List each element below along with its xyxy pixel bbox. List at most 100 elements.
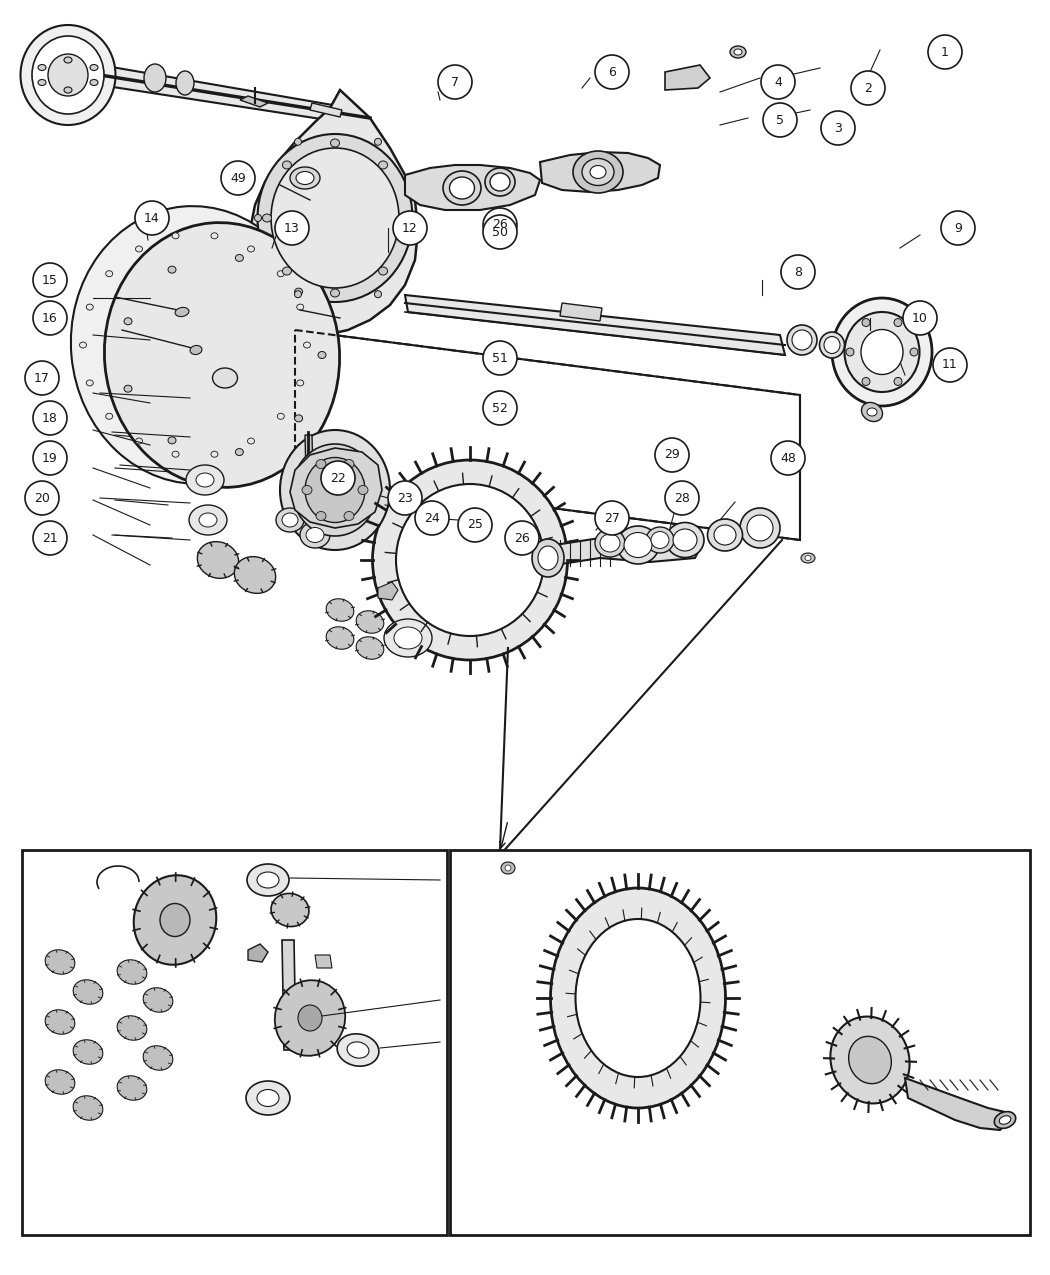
Text: 9: 9: [954, 222, 962, 235]
Circle shape: [33, 521, 67, 555]
Ellipse shape: [318, 352, 326, 358]
Polygon shape: [315, 955, 332, 968]
Text: 6: 6: [608, 65, 616, 79]
Ellipse shape: [344, 511, 354, 520]
Ellipse shape: [175, 307, 189, 316]
Circle shape: [595, 501, 629, 536]
Ellipse shape: [730, 46, 746, 57]
Ellipse shape: [71, 207, 319, 484]
Ellipse shape: [600, 534, 620, 552]
Ellipse shape: [848, 1037, 891, 1084]
Ellipse shape: [186, 465, 224, 495]
Text: 17: 17: [34, 371, 50, 385]
Ellipse shape: [862, 377, 870, 385]
Text: 48: 48: [780, 451, 796, 464]
Ellipse shape: [282, 266, 292, 275]
Ellipse shape: [118, 1076, 147, 1100]
Ellipse shape: [867, 408, 877, 416]
Polygon shape: [905, 1077, 1008, 1130]
Ellipse shape: [894, 377, 902, 385]
Ellipse shape: [375, 291, 381, 297]
Ellipse shape: [144, 64, 166, 92]
Circle shape: [483, 215, 517, 249]
Ellipse shape: [118, 1016, 147, 1040]
Text: 24: 24: [424, 511, 440, 524]
Circle shape: [665, 481, 699, 515]
Ellipse shape: [211, 233, 218, 238]
Polygon shape: [100, 65, 360, 125]
Ellipse shape: [590, 166, 606, 178]
Ellipse shape: [74, 979, 103, 1005]
Ellipse shape: [276, 507, 304, 532]
Ellipse shape: [306, 528, 324, 542]
Ellipse shape: [327, 627, 354, 649]
Polygon shape: [240, 96, 268, 107]
Text: 25: 25: [467, 519, 483, 532]
Text: 7: 7: [452, 75, 459, 88]
Polygon shape: [290, 448, 382, 528]
Ellipse shape: [532, 539, 564, 578]
Ellipse shape: [384, 618, 432, 657]
Ellipse shape: [254, 214, 261, 222]
Circle shape: [33, 441, 67, 476]
Circle shape: [483, 208, 517, 242]
Ellipse shape: [714, 525, 736, 544]
Ellipse shape: [190, 346, 202, 354]
Polygon shape: [248, 91, 418, 335]
Polygon shape: [536, 536, 700, 567]
Ellipse shape: [819, 332, 844, 358]
Circle shape: [25, 361, 59, 395]
Circle shape: [135, 201, 169, 235]
Ellipse shape: [792, 330, 812, 351]
Text: 26: 26: [514, 532, 530, 544]
Ellipse shape: [344, 459, 354, 468]
Text: 14: 14: [144, 212, 160, 224]
Circle shape: [850, 71, 885, 105]
Ellipse shape: [396, 484, 544, 636]
Circle shape: [763, 103, 797, 136]
Circle shape: [483, 340, 517, 375]
Circle shape: [781, 255, 815, 289]
Ellipse shape: [257, 1090, 279, 1107]
Ellipse shape: [316, 511, 326, 520]
Ellipse shape: [824, 337, 840, 353]
Ellipse shape: [74, 1095, 103, 1121]
Ellipse shape: [277, 270, 285, 277]
Ellipse shape: [45, 1070, 75, 1094]
Polygon shape: [304, 435, 313, 476]
Ellipse shape: [831, 1016, 909, 1103]
Polygon shape: [405, 295, 785, 354]
Ellipse shape: [271, 894, 309, 927]
Ellipse shape: [651, 532, 669, 548]
Text: 1: 1: [941, 46, 949, 59]
Ellipse shape: [295, 288, 302, 295]
Text: 20: 20: [34, 491, 50, 505]
Ellipse shape: [316, 459, 326, 468]
Text: 11: 11: [942, 358, 958, 371]
Text: 12: 12: [402, 222, 418, 235]
Ellipse shape: [861, 403, 883, 422]
Ellipse shape: [300, 521, 330, 548]
Ellipse shape: [846, 348, 854, 356]
Ellipse shape: [106, 270, 112, 277]
Ellipse shape: [172, 233, 180, 238]
Ellipse shape: [708, 519, 742, 551]
Ellipse shape: [297, 303, 303, 310]
Ellipse shape: [415, 214, 421, 222]
Ellipse shape: [262, 214, 272, 222]
Ellipse shape: [595, 529, 625, 557]
Text: 19: 19: [42, 451, 58, 464]
Circle shape: [275, 210, 309, 245]
Polygon shape: [560, 303, 602, 321]
Text: 26: 26: [492, 218, 508, 232]
Text: 15: 15: [42, 274, 58, 287]
Circle shape: [33, 263, 67, 297]
Circle shape: [33, 402, 67, 435]
Ellipse shape: [168, 266, 176, 273]
Ellipse shape: [294, 138, 301, 145]
Ellipse shape: [248, 439, 254, 444]
Ellipse shape: [257, 134, 413, 302]
Polygon shape: [282, 940, 296, 1051]
Polygon shape: [540, 152, 660, 193]
Text: 29: 29: [664, 449, 680, 462]
